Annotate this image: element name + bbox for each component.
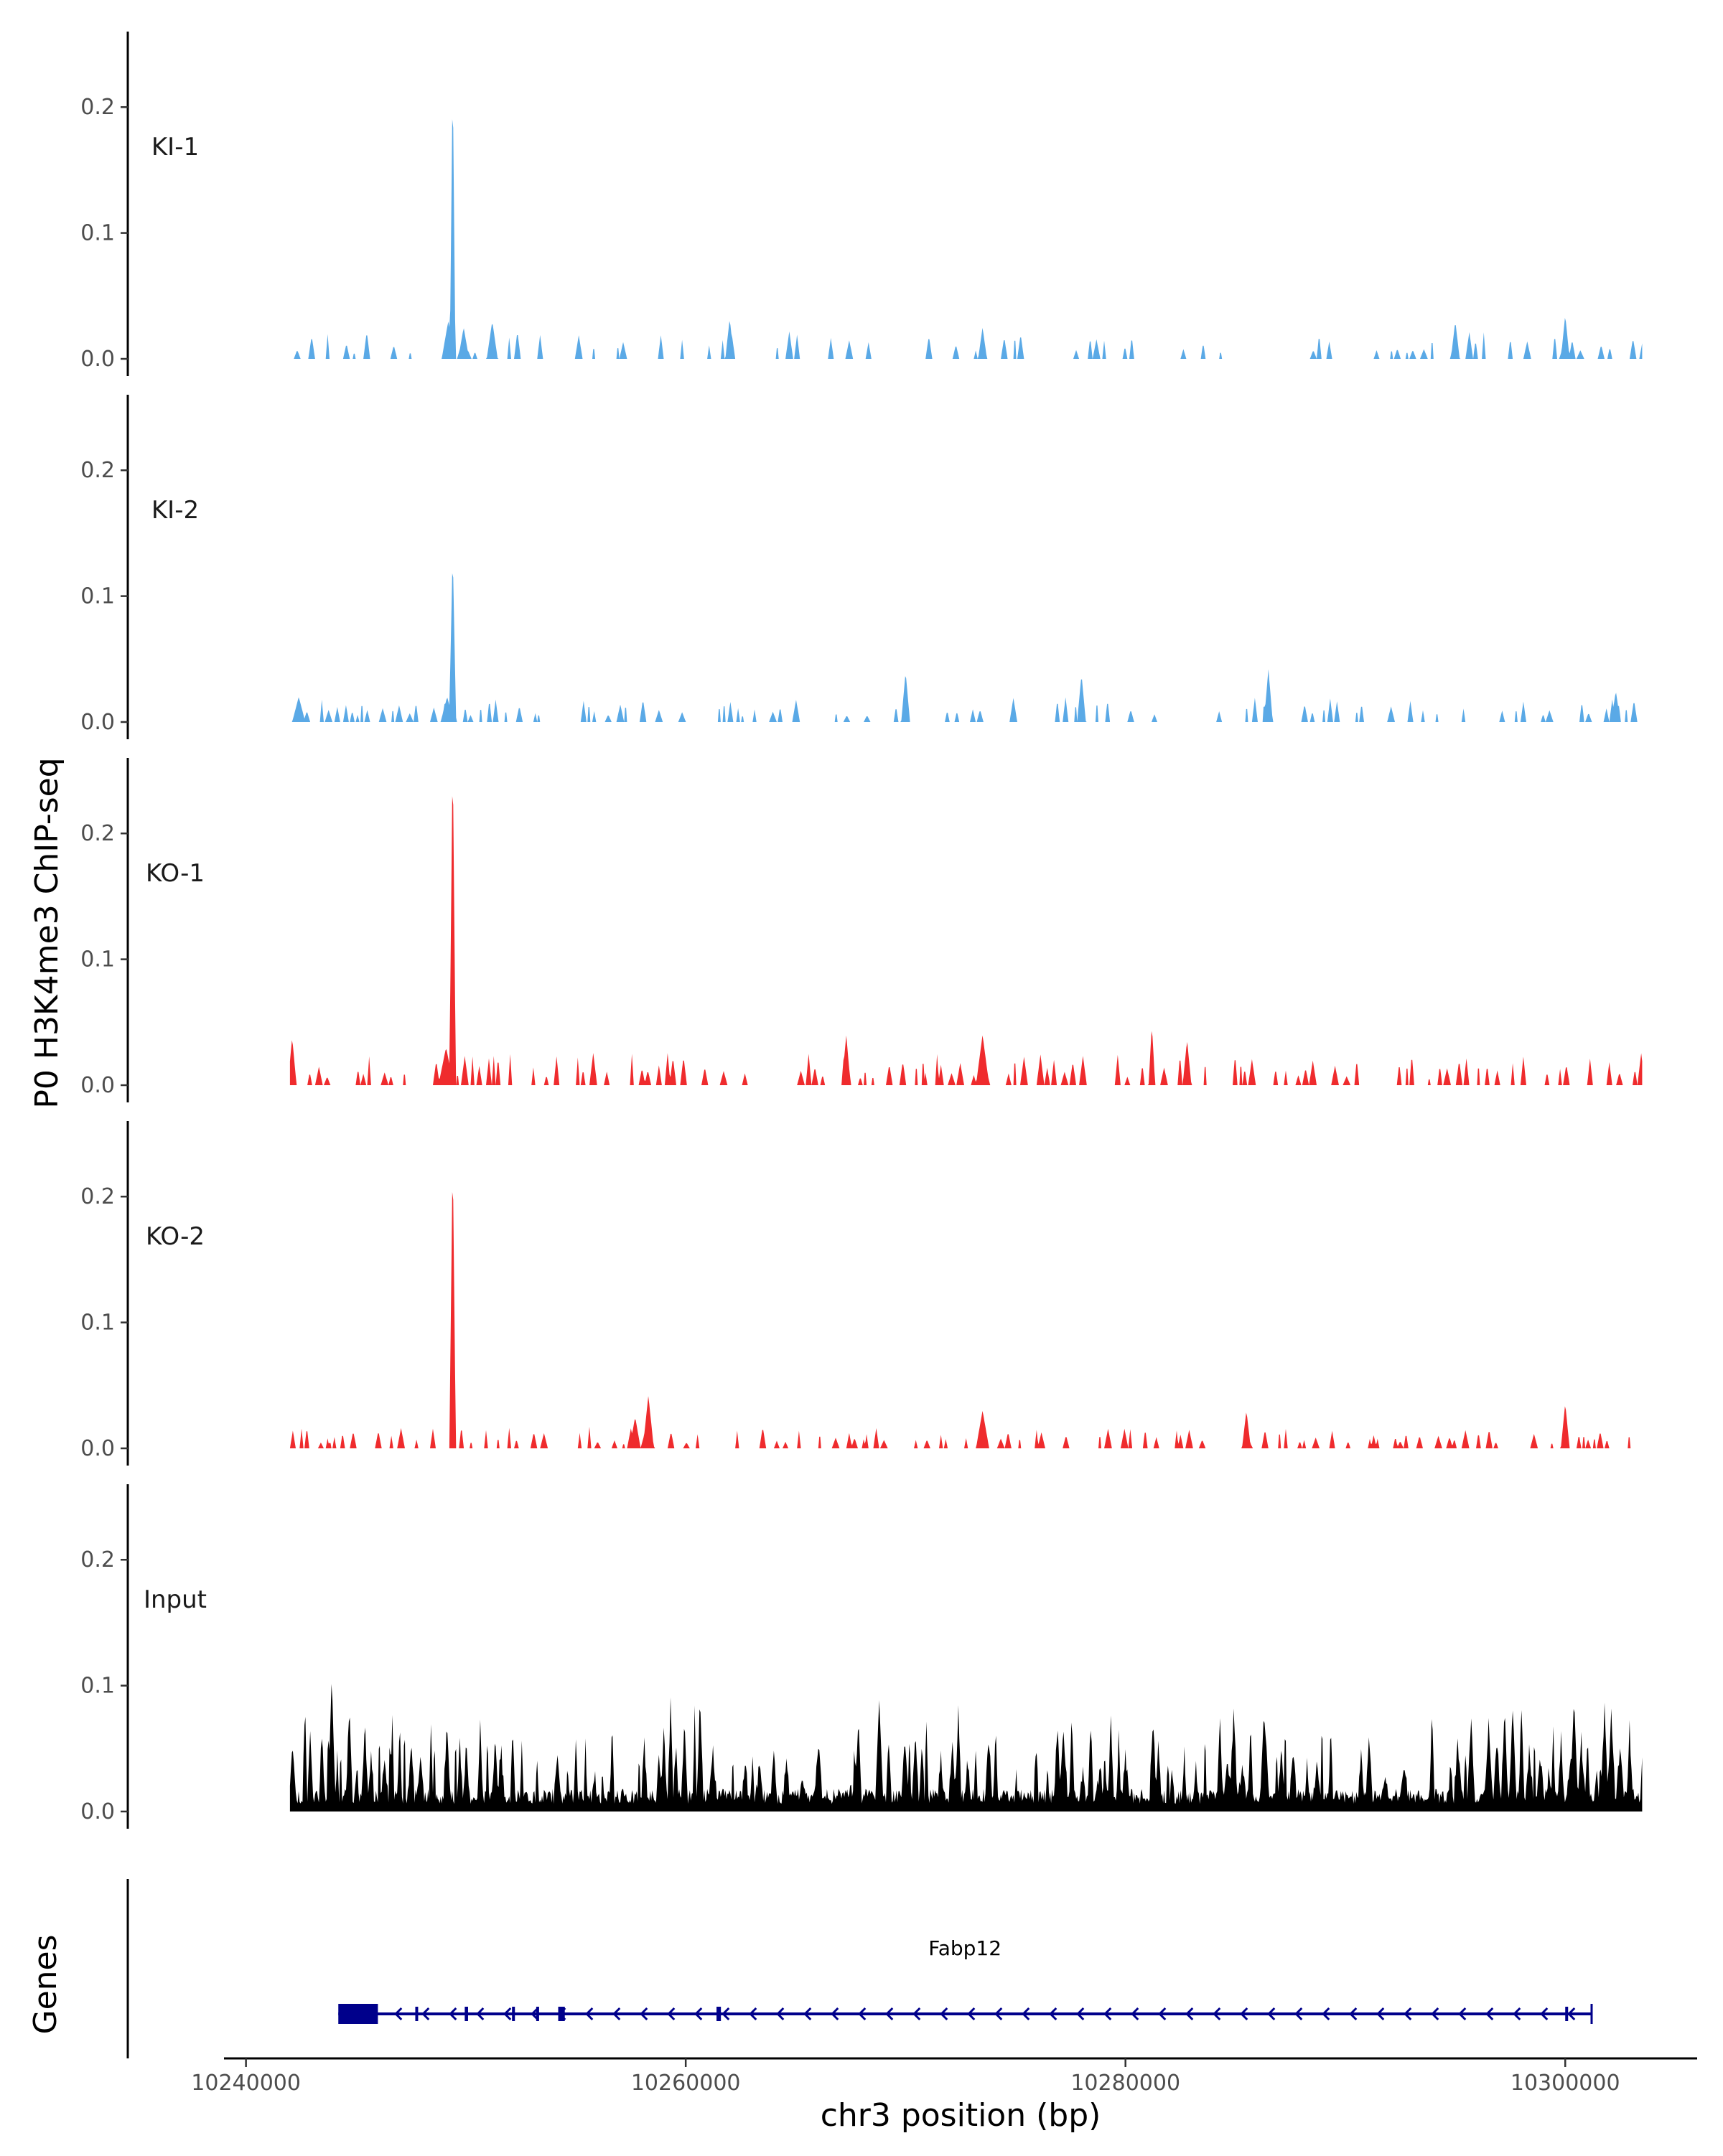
track-input: 0.0 0.1 0.2 Input	[80, 1484, 1643, 1829]
track-label: KI-2	[151, 496, 199, 525]
strand-arrow	[1049, 2007, 1057, 2021]
strand-arrow	[940, 2007, 948, 2021]
genes-track-title: Genes	[27, 1934, 64, 2034]
strand-arrow	[1513, 2007, 1521, 2021]
strand-arrow	[1349, 2007, 1358, 2021]
strand-arrow	[1376, 2007, 1385, 2021]
strand-arrow	[1022, 2007, 1030, 2021]
strand-arrow	[1131, 2007, 1139, 2021]
strand-arrow	[476, 2007, 485, 2021]
strand-arrow	[994, 2007, 1003, 2021]
strand-arrow	[640, 2007, 648, 2021]
x-tick-label: 10280000	[1070, 2071, 1180, 2096]
strand-arrow	[612, 2007, 621, 2021]
strand-arrow	[1213, 2007, 1221, 2021]
strand-arrow	[1540, 2007, 1549, 2021]
strand-arrow	[694, 2007, 703, 2021]
track-label: KI-1	[151, 133, 199, 161]
signal-area-ki-2	[289, 573, 1643, 722]
track-ki-1: 0.0 0.1 0.2 KI-1	[80, 32, 1643, 376]
strand-arrow	[1567, 2007, 1576, 2021]
gene-name-label: Fabp12	[928, 1936, 1001, 1960]
y-tick-label: 0.0	[80, 1799, 115, 1824]
y-tick-label: 0.2	[80, 1547, 115, 1573]
strand-arrow	[858, 2007, 867, 2021]
strand-arrow	[1158, 2007, 1167, 2021]
gene-exon	[536, 2007, 539, 2021]
y-tick-label: 0.1	[80, 1674, 115, 1699]
y-tick-label: 0.2	[80, 821, 115, 846]
gene-exon	[338, 2004, 378, 2024]
strand-arrow	[421, 2007, 430, 2021]
genes-track: Genes Fabp12	[27, 1879, 1593, 2058]
tracks-layer: 0.00.10.2KI-10.00.10.2KI-20.00.10.2KO-10…	[80, 32, 1643, 1829]
x-axis-ticks: 10240000 10260000 10280000 10300000	[191, 2058, 1620, 2096]
gene-exon	[558, 2007, 565, 2021]
signal-area-ko-1	[289, 796, 1643, 1085]
strand-arrow	[749, 2007, 757, 2021]
gene-model	[338, 2004, 1593, 2024]
strand-arrow	[1404, 2007, 1412, 2021]
x-tick-label: 10300000	[1510, 2071, 1620, 2096]
strand-arrow	[1322, 2007, 1330, 2021]
strand-arrow	[885, 2007, 894, 2021]
strand-arrow	[449, 2007, 457, 2021]
gene-exon	[512, 2007, 515, 2021]
track-ko-2: 0.0 0.1 0.2 KO-2	[80, 1121, 1643, 1466]
gene-exon	[464, 2007, 468, 2021]
strand-arrow	[531, 2007, 539, 2021]
strand-arrow	[667, 2007, 676, 2021]
strand-arrow	[503, 2007, 512, 2021]
strand-arrow	[722, 2007, 730, 2021]
strand-arrow	[912, 2007, 921, 2021]
strand-arrow	[1458, 2007, 1467, 2021]
y-tick-label: 0.0	[80, 1073, 115, 1098]
gene-exon	[1565, 2007, 1569, 2021]
strand-arrow	[1185, 2007, 1194, 2021]
strand-arrow	[1485, 2007, 1494, 2021]
y-tick-label: 0.1	[80, 1311, 115, 1336]
strand-arrow	[1103, 2007, 1112, 2021]
track-label: KO-2	[146, 1222, 205, 1251]
track-ki-2: 0.0 0.1 0.2 KI-2	[80, 395, 1643, 739]
strand-arrow	[394, 2007, 403, 2021]
track-ko-1: 0.0 0.1 0.2 KO-1	[80, 758, 1643, 1102]
track-label: KO-1	[146, 859, 205, 888]
x-tick-label: 10240000	[191, 2071, 301, 2096]
strand-arrow	[803, 2007, 812, 2021]
y-tick-label: 0.1	[80, 221, 115, 246]
strand-arrow	[1431, 2007, 1439, 2021]
strand-arrow	[1294, 2007, 1303, 2021]
strand-arrow	[831, 2007, 839, 2021]
strand-arrow	[1076, 2007, 1085, 2021]
y-tick-label: 0.0	[80, 347, 115, 372]
signal-area-ko-2	[289, 1191, 1643, 1448]
x-axis: 10240000 10260000 10280000 10300000 chr3 po…	[191, 2057, 1697, 2134]
signal-area-input	[289, 1684, 1643, 1811]
y-tick-label: 0.0	[80, 710, 115, 735]
strand-arrow	[967, 2007, 976, 2021]
y-tick-label: 0.1	[80, 947, 115, 972]
gene-exon	[716, 2007, 722, 2021]
signal-area-ki-1	[289, 119, 1643, 359]
x-axis-title: chr3 position (bp)	[821, 2097, 1101, 2134]
track-label: Input	[144, 1585, 207, 1614]
strand-arrow	[1267, 2007, 1276, 2021]
strand-arrow	[1240, 2007, 1248, 2021]
y-tick-label: 0.1	[80, 584, 115, 609]
strand-arrow	[585, 2007, 594, 2021]
gene-exon	[415, 2007, 419, 2021]
y-tick-label: 0.2	[80, 458, 115, 483]
y-tick-label: 0.0	[80, 1436, 115, 1461]
strand-arrow	[776, 2007, 785, 2021]
y-axis-title: P0 H3K4me3 ChIP-seq	[29, 757, 65, 1108]
x-tick-label: 10260000	[631, 2071, 741, 2096]
y-tick-label: 0.2	[80, 95, 115, 120]
y-tick-label: 0.2	[80, 1184, 115, 1209]
